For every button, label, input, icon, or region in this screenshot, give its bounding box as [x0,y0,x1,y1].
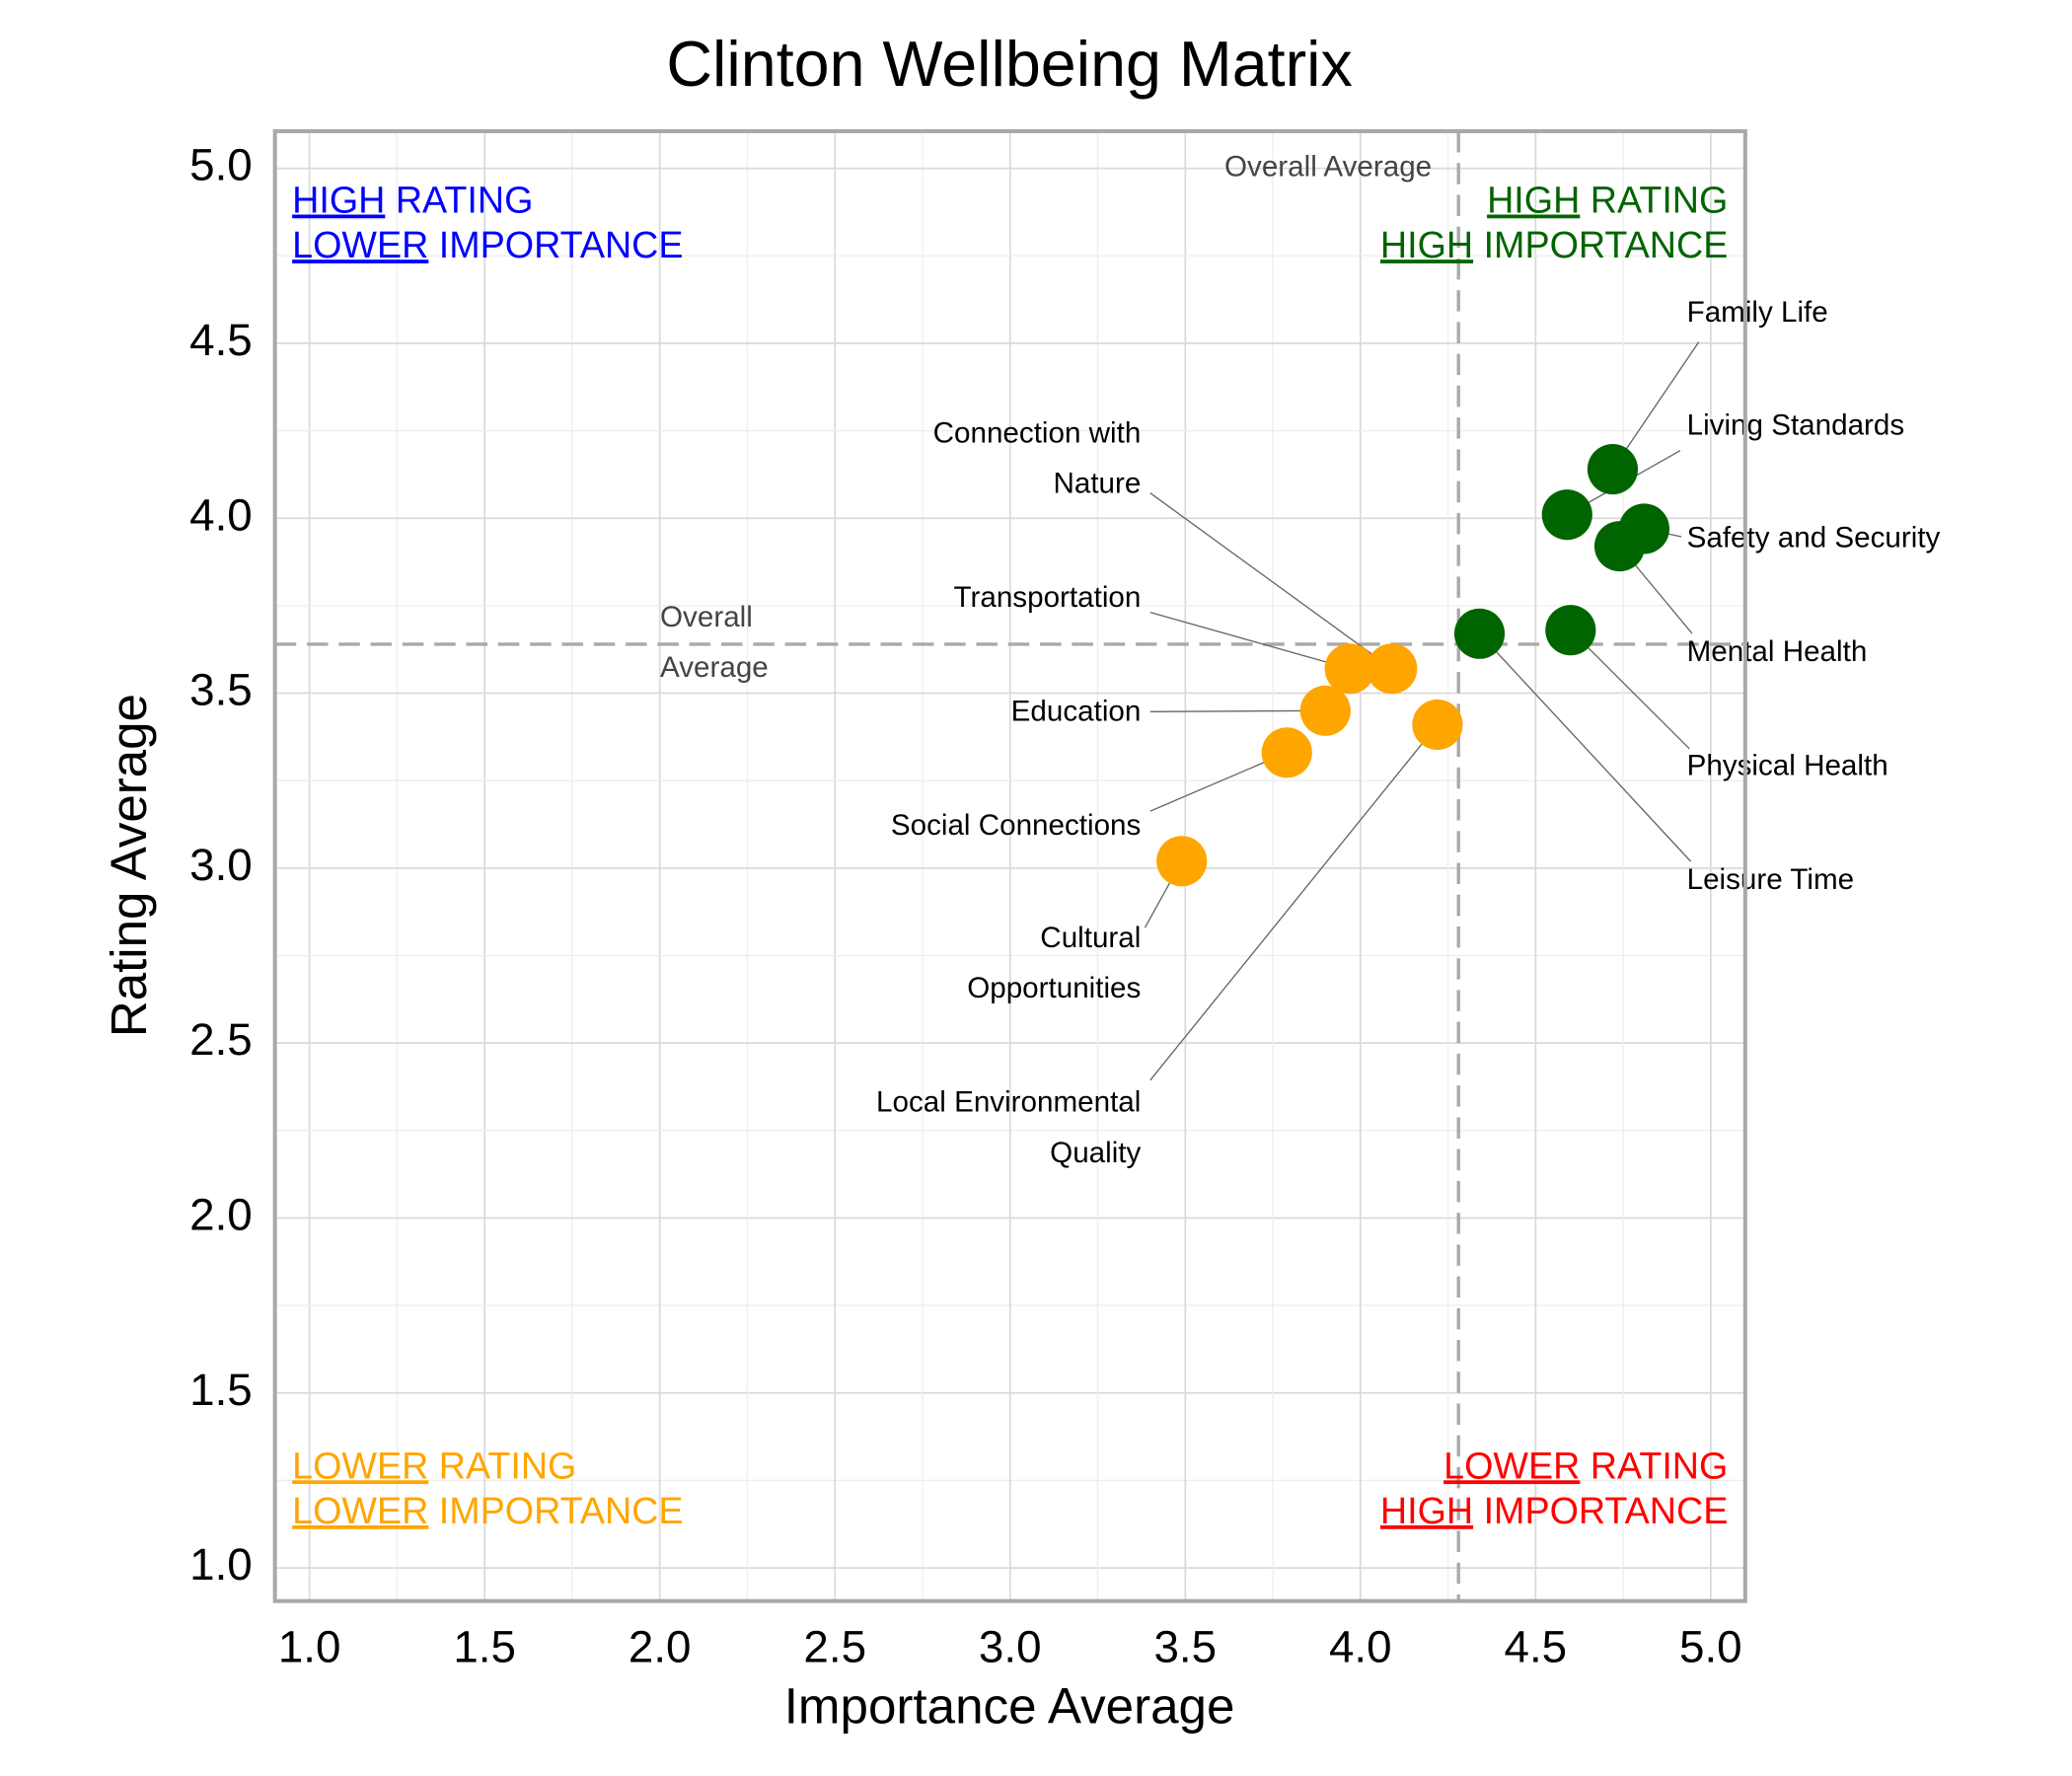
y-tick-label: 5.0 [189,140,253,190]
underlined-word: HIGH [292,180,385,221]
point-label: Local Environmental [876,1086,1141,1119]
quadrant-label-bottom_left: LOWER IMPORTANCE [292,1490,683,1531]
leader-line [1149,492,1393,670]
x-tick-label: 1.5 [453,1621,516,1671]
data-point [1367,643,1418,695]
average-label: Average [660,651,769,684]
y-tick-label: 3.5 [189,665,253,715]
point-label: Connection with [933,416,1142,449]
underlined-word: LOWER [292,1490,428,1531]
point-label: Safety and Security [1687,522,1941,555]
point-label: Physical Health [1687,750,1888,782]
quadrant-word: RATING [385,180,533,221]
quadrant-label-bottom_left: LOWER RATING [292,1444,576,1486]
y-axis-title: Rating Average [101,694,157,1037]
data-point [1299,685,1351,736]
quadrant-label-top_left: HIGH RATING [292,180,533,221]
data-point [1261,727,1312,778]
x-tick-label: 4.5 [1505,1621,1568,1671]
quadrant-label-top_right: HIGH IMPORTANCE [1380,224,1728,265]
tick-labels: 1.0 1.5 2.0 2.5 3.0 3.5 4.0 4.5 5.0 1.0 1.5 2.0 2.5 3… [189,140,1742,1672]
y-tick-label: 3.0 [189,840,253,890]
leader-line [1611,341,1700,470]
data-point [1324,643,1375,695]
point-label: Transportation [954,581,1142,614]
grid [274,130,1745,1601]
data-point [1587,444,1639,495]
point-label: Leisure Time [1687,863,1855,896]
point-label: Mental Health [1687,635,1868,668]
leader-line [1479,632,1692,862]
leader-line [1570,629,1690,750]
quadrant-label-top_right: HIGH RATING [1487,180,1728,221]
leader-line [1149,611,1351,670]
average-label: Overall Average [1224,150,1432,183]
chart-title: Clinton Wellbeing Matrix [666,29,1352,100]
quadrant-label-bottom_right: LOWER RATING [1443,1444,1728,1486]
quadrant-label-bottom_right: HIGH IMPORTANCE [1380,1490,1728,1531]
data-point [1593,521,1646,572]
x-tick-label: 3.5 [1153,1621,1217,1671]
x-tick-label: 2.0 [629,1621,692,1671]
data-point [1545,605,1596,656]
points [1156,444,1669,887]
underlined-word: HIGH [1380,224,1473,265]
leader-line [1149,724,1439,1081]
x-axis-title: Importance Average [784,1677,1235,1734]
x-tick-label: 4.0 [1329,1621,1392,1671]
point-label: Living Standards [1687,408,1905,441]
x-tick-label: 5.0 [1679,1621,1742,1671]
y-tick-label: 1.5 [189,1365,253,1415]
point-labels: Family Life Living Standards Safety and Se… [876,296,1941,1169]
data-point [1412,699,1463,750]
average-lines: Overall Average Overall Average [274,130,1745,1601]
leader-line [1149,709,1326,713]
x-tick-label: 3.0 [979,1621,1042,1671]
point-label: Nature [1053,467,1141,499]
underlined-word: HIGH [1487,180,1580,221]
data-point [1156,836,1208,887]
quadrant-word: IMPORTANCE [1473,1490,1728,1531]
underlined-word: LOWER [1443,1444,1580,1486]
x-tick-label: 2.5 [803,1621,866,1671]
quadrant-word: IMPORTANCE [428,1490,683,1531]
plot-border [272,128,1747,1603]
underlined-word: LOWER [292,1444,428,1486]
quadrant-word: RATING [1580,1444,1728,1486]
data-point [1453,608,1506,659]
y-tick-label: 4.0 [189,489,253,540]
point-label: Cultural [1040,922,1141,954]
point-label: Education [1011,696,1142,728]
average-label: Overall [660,601,753,633]
x-tick-label: 1.0 [278,1621,341,1671]
quadrant-word: IMPORTANCE [428,224,683,265]
quadrant-word: RATING [1580,180,1728,221]
y-tick-label: 4.5 [189,315,253,365]
point-label: Opportunities [967,972,1141,1004]
y-tick-label: 2.5 [189,1014,253,1065]
point-label: Family Life [1687,296,1828,329]
quadrant-word: IMPORTANCE [1473,224,1728,265]
data-point [1541,489,1592,541]
point-label: Quality [1050,1137,1141,1169]
quadrant-word: RATING [428,1444,576,1486]
y-tick-label: 2.0 [189,1190,253,1240]
underlined-word: HIGH [1380,1490,1473,1531]
underlined-word: LOWER [292,224,428,265]
quadrant-label-top_left: LOWER IMPORTANCE [292,224,683,265]
y-tick-label: 1.0 [189,1539,253,1590]
point-label: Social Connections [891,809,1141,842]
